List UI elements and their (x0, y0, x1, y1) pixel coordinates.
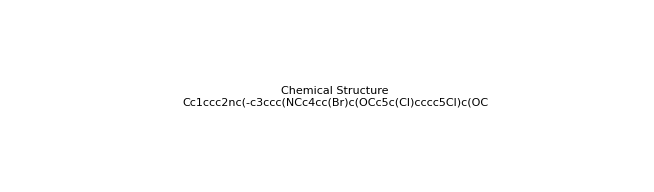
Text: Chemical Structure
Cc1ccc2nc(-c3ccc(NCc4cc(Br)c(OCc5c(Cl)cccc5Cl)c(OC: Chemical Structure Cc1ccc2nc(-c3ccc(NCc4… (182, 86, 489, 108)
